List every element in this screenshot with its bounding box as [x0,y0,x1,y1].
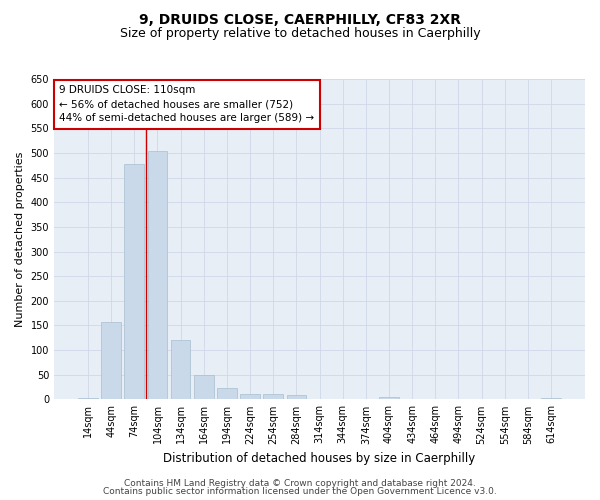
Text: 9, DRUIDS CLOSE, CAERPHILLY, CF83 2XR: 9, DRUIDS CLOSE, CAERPHILLY, CF83 2XR [139,12,461,26]
Bar [101,322,121,400]
Bar [379,397,399,400]
Bar [171,340,190,400]
Bar [287,396,306,400]
Bar [124,164,144,400]
Bar [217,388,237,400]
Text: Contains public sector information licensed under the Open Government Licence v3: Contains public sector information licen… [103,487,497,496]
Y-axis label: Number of detached properties: Number of detached properties [15,152,25,327]
Bar [194,375,214,400]
Bar [148,151,167,400]
Bar [541,398,561,400]
Bar [78,398,98,400]
Text: Size of property relative to detached houses in Caerphilly: Size of property relative to detached ho… [119,28,481,40]
X-axis label: Distribution of detached houses by size in Caerphilly: Distribution of detached houses by size … [163,452,476,465]
Text: Contains HM Land Registry data © Crown copyright and database right 2024.: Contains HM Land Registry data © Crown c… [124,478,476,488]
Bar [263,394,283,400]
Bar [240,394,260,400]
Text: 9 DRUIDS CLOSE: 110sqm
← 56% of detached houses are smaller (752)
44% of semi-de: 9 DRUIDS CLOSE: 110sqm ← 56% of detached… [59,86,314,124]
